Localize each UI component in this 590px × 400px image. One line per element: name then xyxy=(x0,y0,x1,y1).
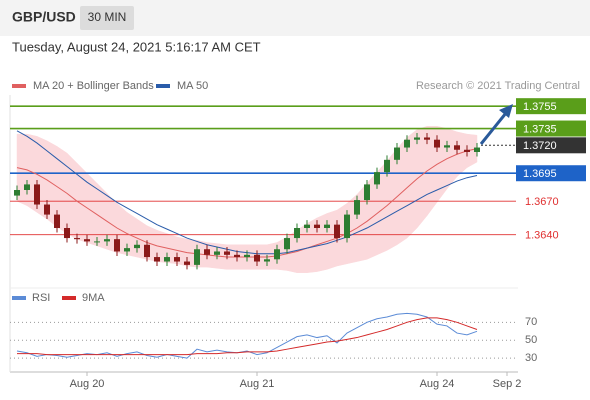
x-tick-label: Aug 21 xyxy=(240,378,275,390)
bollinger-band xyxy=(316,213,328,272)
candle-body xyxy=(94,241,100,243)
candle-body xyxy=(434,139,440,148)
candle-body xyxy=(174,257,180,262)
level-label: 1.3695 xyxy=(523,168,557,180)
x-tick-label: Aug 20 xyxy=(70,378,105,390)
candle-body xyxy=(344,214,350,239)
legend-label: MA 20 + Bollinger Bands xyxy=(33,80,154,92)
legend-swatch xyxy=(62,296,76,300)
candle-body xyxy=(104,239,110,242)
timeframe[interactable]: 30 MIN xyxy=(88,10,127,24)
bollinger-band xyxy=(466,133,478,169)
indicator-line xyxy=(17,317,478,356)
candle-body xyxy=(144,244,150,258)
level-label: 1.3640 xyxy=(525,230,559,242)
candle-body xyxy=(194,249,200,265)
y-tick-label: 30 xyxy=(525,352,537,364)
candle-body xyxy=(14,190,20,196)
candle-body xyxy=(384,159,390,173)
candle-body xyxy=(24,184,30,190)
candle-body xyxy=(64,228,70,239)
level-box xyxy=(516,137,586,154)
x-tick-label: Aug 24 xyxy=(420,378,455,390)
level-label: 1.3670 xyxy=(525,196,559,208)
legend-label: 9MA xyxy=(82,292,105,304)
legend-label: RSI xyxy=(32,292,50,304)
candle-body xyxy=(34,184,40,205)
legend-swatch xyxy=(156,84,170,88)
candle-body xyxy=(454,145,460,150)
projection-arrow xyxy=(479,112,508,145)
level-label: 1.3720 xyxy=(523,140,557,152)
level-box xyxy=(516,165,586,182)
level-label: 1.3755 xyxy=(523,101,557,113)
legend-swatch xyxy=(12,84,26,88)
y-tick-label: 70 xyxy=(525,316,537,328)
candle-body xyxy=(324,224,330,228)
candle-body xyxy=(214,251,220,255)
candle-body xyxy=(264,259,270,262)
candle-body xyxy=(284,238,290,250)
candle-body xyxy=(244,254,250,258)
arrow-head xyxy=(499,104,513,118)
candle-body xyxy=(184,261,190,265)
candle-body xyxy=(294,228,300,239)
candle-body xyxy=(164,257,170,262)
candle-body xyxy=(274,249,280,260)
candle-body xyxy=(474,147,480,152)
level-box xyxy=(516,98,586,115)
candle-body xyxy=(254,254,260,262)
candle-body xyxy=(444,145,450,148)
timeframe-box[interactable] xyxy=(80,6,134,30)
candle-body xyxy=(374,172,380,185)
legend-label: MA 50 xyxy=(177,80,208,92)
symbol: GBP/USD xyxy=(12,9,76,25)
candle-body xyxy=(314,224,320,228)
candle-body xyxy=(424,137,430,140)
level-label: 1.3735 xyxy=(523,123,557,135)
candle-body xyxy=(124,248,130,252)
candle-body xyxy=(54,214,60,228)
legend-swatch xyxy=(12,296,26,300)
candle-body xyxy=(204,249,210,255)
candle-body xyxy=(404,139,410,148)
candle-body xyxy=(154,257,160,262)
level-box xyxy=(516,120,586,137)
candle-body xyxy=(364,184,370,201)
candle-body xyxy=(224,251,230,255)
candle-body xyxy=(464,149,470,152)
timestamp: Tuesday, August 24, 2021 5:16:17 AM CET xyxy=(12,39,261,54)
candle-body xyxy=(304,224,310,228)
candle-body xyxy=(414,137,420,140)
y-tick-label: 50 xyxy=(525,334,537,346)
source-note: Research © 2021 Trading Central xyxy=(416,80,580,92)
candle-body xyxy=(394,147,400,160)
candle-body xyxy=(44,204,50,215)
candle-body xyxy=(74,238,80,240)
candle-body xyxy=(334,224,340,239)
x-tick-label: Sep 2 xyxy=(493,378,522,390)
bollinger-band xyxy=(66,152,78,240)
candle-body xyxy=(114,239,120,252)
candle-body xyxy=(134,244,140,249)
candle-body xyxy=(234,254,240,258)
candle-body xyxy=(354,200,360,215)
bollinger-band xyxy=(436,125,448,204)
candle-body xyxy=(84,239,90,242)
